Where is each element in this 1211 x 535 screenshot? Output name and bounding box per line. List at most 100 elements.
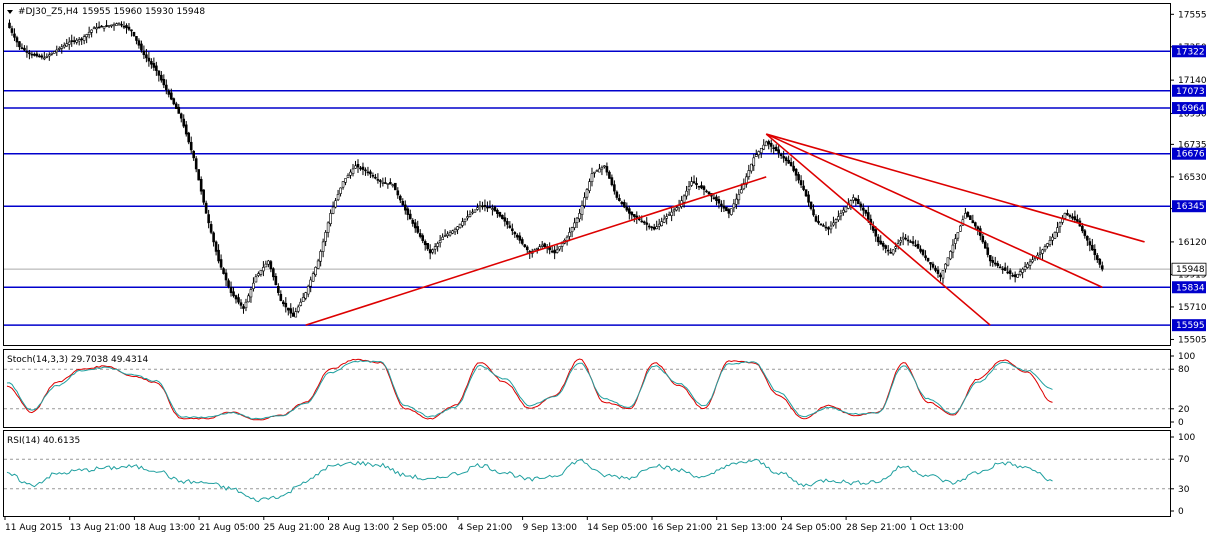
candle xyxy=(667,211,671,216)
candle xyxy=(501,214,504,220)
candle xyxy=(122,21,126,30)
candle-body xyxy=(879,240,883,245)
candle xyxy=(513,231,517,238)
horizontal-levels[interactable] xyxy=(4,50,1170,326)
candle xyxy=(695,177,698,189)
candle-body xyxy=(301,297,305,302)
candle-body xyxy=(1031,259,1034,263)
candle xyxy=(55,45,59,56)
candle-body xyxy=(356,163,360,168)
candle-body xyxy=(814,216,818,222)
candle-body xyxy=(346,174,350,179)
candle xyxy=(854,197,858,206)
candle-body xyxy=(85,34,88,38)
candle-body xyxy=(959,225,962,232)
candle xyxy=(837,210,840,222)
candle-body xyxy=(727,209,731,214)
candle-body xyxy=(705,190,708,193)
candle-body xyxy=(543,243,546,247)
candle-body xyxy=(438,240,442,243)
candle xyxy=(1006,265,1009,275)
candle xyxy=(774,144,778,152)
trend-lines[interactable] xyxy=(305,133,1145,326)
candle xyxy=(321,238,325,258)
candle-body xyxy=(525,246,529,251)
candle-body xyxy=(272,268,275,278)
candle xyxy=(807,191,810,207)
candle-body xyxy=(468,214,472,217)
candle-body xyxy=(675,207,678,211)
candle-body xyxy=(585,189,589,198)
candle-body xyxy=(304,292,308,299)
candle-body xyxy=(996,263,1000,266)
candle xyxy=(799,175,803,188)
candle-body xyxy=(884,245,888,249)
candle-body xyxy=(72,40,76,42)
candle xyxy=(301,292,305,302)
candle xyxy=(75,38,78,45)
candle-body xyxy=(192,150,195,159)
candle-body xyxy=(712,197,716,199)
candle xyxy=(553,246,556,260)
candle xyxy=(588,178,591,194)
candle xyxy=(705,189,708,193)
candle-body xyxy=(374,176,377,179)
candle xyxy=(1001,266,1005,274)
candle-body xyxy=(23,47,26,51)
candle-body xyxy=(720,203,723,207)
candle-body xyxy=(80,38,83,41)
candle-body xyxy=(520,239,524,244)
candle-body xyxy=(1001,268,1005,271)
candle-body xyxy=(899,240,902,243)
candle xyxy=(745,173,748,188)
candle-body xyxy=(493,206,497,212)
candle-body xyxy=(18,41,21,48)
candle-body xyxy=(423,241,427,246)
candle-body xyxy=(665,216,668,219)
candle xyxy=(590,167,594,187)
candle xyxy=(331,201,335,215)
candle xyxy=(359,165,362,171)
candle xyxy=(777,143,780,158)
candle xyxy=(959,224,962,232)
candle-body xyxy=(189,141,193,151)
candle xyxy=(152,57,156,71)
candle xyxy=(354,160,357,169)
symbol-dropdown-icon[interactable] xyxy=(7,10,13,14)
candle-body xyxy=(30,53,34,56)
candle xyxy=(697,185,701,191)
candle-body xyxy=(117,22,121,25)
candle-body xyxy=(1006,271,1009,274)
candle-body xyxy=(568,232,571,237)
candle xyxy=(145,49,148,63)
candle xyxy=(682,194,686,208)
candle-body xyxy=(1091,244,1094,251)
price-axis: 1755517350171401693016735165301633016120… xyxy=(1170,10,1207,345)
candle xyxy=(1008,268,1012,280)
candle-body xyxy=(351,168,355,174)
candle-body xyxy=(516,234,519,238)
candle xyxy=(598,163,601,173)
candle xyxy=(421,233,425,244)
candle xyxy=(299,298,303,307)
candle-body xyxy=(555,249,559,253)
candle-body xyxy=(934,267,937,271)
candle xyxy=(722,199,726,212)
candle xyxy=(416,220,420,234)
candle-body xyxy=(105,25,108,27)
candle-body xyxy=(1041,249,1044,254)
candle xyxy=(986,243,990,258)
candle-body xyxy=(349,171,352,176)
candle-body xyxy=(62,44,66,48)
candle-body xyxy=(401,201,405,206)
candle-body xyxy=(476,207,479,210)
candle xyxy=(555,243,559,254)
candle-body xyxy=(408,213,412,220)
candle-body xyxy=(421,235,425,241)
current-price-badge-bg xyxy=(1171,262,1207,276)
candle-body xyxy=(645,222,649,225)
candle-body xyxy=(874,229,878,237)
candle xyxy=(179,112,183,123)
candle-body xyxy=(199,178,203,192)
